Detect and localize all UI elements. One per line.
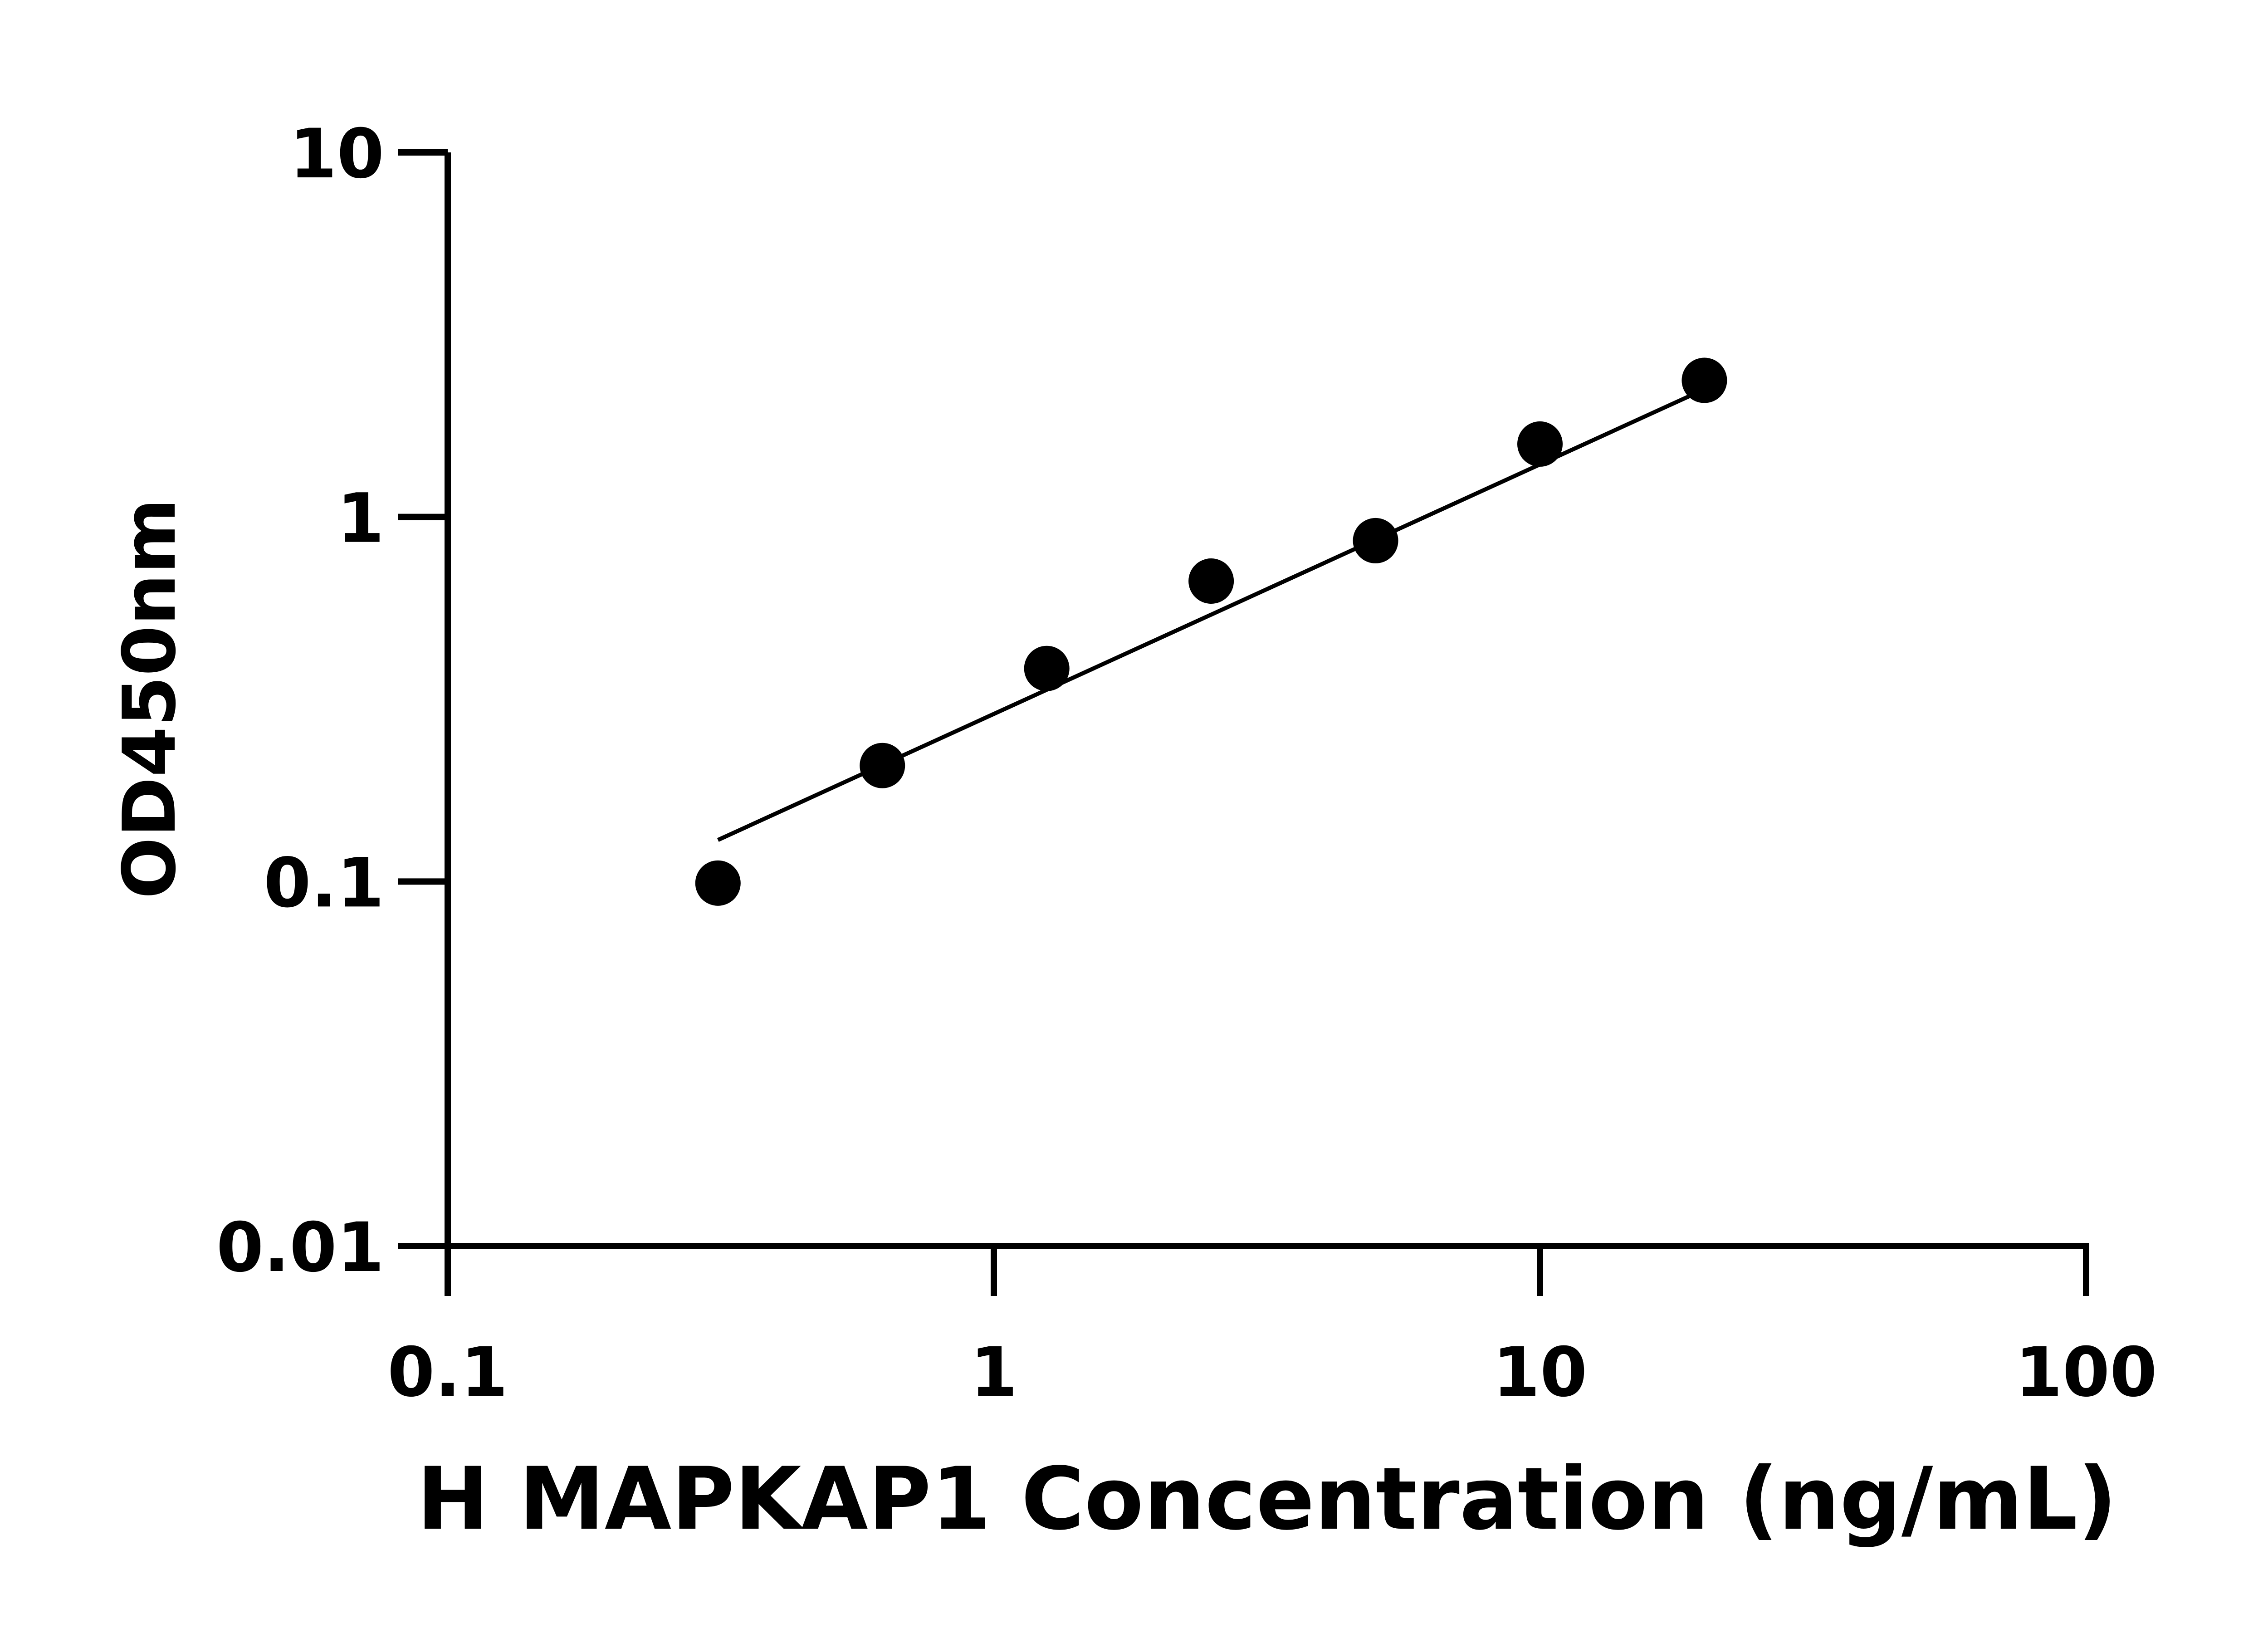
data-points [695,357,1727,906]
data-point [1681,357,1727,403]
data-point [1024,645,1070,691]
y-tick-label: 1 [337,479,384,558]
x-tick-label: 100 [2015,1333,2157,1412]
x-tick-label: 0.1 [387,1333,508,1412]
data-point [1188,558,1234,604]
x-tick-label: 10 [1493,1333,1588,1412]
y-tick-label: 0.1 [264,844,384,923]
y-tick-label: 0.01 [216,1208,384,1287]
y-axis-label: OD450nm [107,498,192,899]
data-point [695,860,741,906]
x-axis-label: H MAPKAP1 Concentration (ng/mL) [417,1449,2117,1549]
x-tick-label: 1 [970,1333,1017,1412]
axes [398,149,2089,1296]
data-point [860,743,905,788]
data-point [1353,518,1398,563]
data-point [1517,421,1563,467]
y-tick-label: 10 [289,115,384,194]
